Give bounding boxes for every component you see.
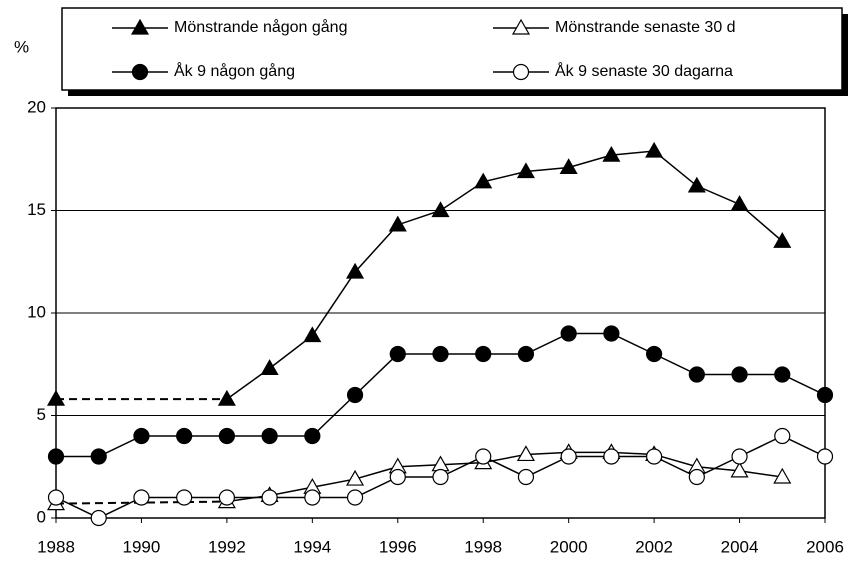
y-axis-label: % — [14, 37, 29, 56]
marker — [217, 389, 236, 406]
marker — [432, 468, 449, 486]
marker — [303, 326, 322, 343]
marker — [560, 325, 577, 342]
marker — [687, 176, 706, 193]
marker — [774, 366, 791, 383]
marker — [816, 386, 834, 404]
x-tick-label: 2002 — [635, 537, 673, 556]
legend-label: Mönstrande senaste 30 d — [555, 19, 736, 36]
marker — [260, 359, 279, 375]
series-line — [226, 150, 783, 400]
marker — [816, 448, 834, 465]
x-tick-label: 2000 — [550, 537, 588, 556]
x-tick-label: 2006 — [806, 537, 844, 556]
marker — [304, 489, 321, 506]
marker — [47, 489, 65, 506]
marker — [603, 448, 620, 465]
marker — [133, 489, 150, 506]
marker — [688, 468, 705, 486]
marker — [645, 141, 664, 158]
legend-marker — [512, 63, 530, 81]
marker — [304, 427, 321, 445]
marker — [389, 345, 406, 363]
marker — [773, 232, 792, 248]
marker — [475, 345, 492, 363]
marker — [730, 461, 749, 478]
x-tick-label: 2004 — [721, 537, 759, 556]
marker — [218, 427, 235, 445]
legend-box — [61, 7, 843, 91]
y-tick-label: 0 — [37, 507, 46, 526]
legend-label: Åk 9 senaste 30 dagarna — [555, 61, 733, 80]
marker — [46, 389, 66, 406]
marker — [688, 366, 705, 383]
marker — [731, 448, 748, 465]
x-tick-label: 1998 — [464, 537, 502, 556]
marker — [559, 158, 578, 175]
marker — [516, 445, 535, 462]
marker — [261, 489, 278, 506]
marker — [346, 262, 365, 279]
marker — [90, 509, 107, 527]
marker — [389, 468, 406, 486]
legend-label: Åk 9 någon gång — [174, 61, 295, 80]
marker — [176, 427, 193, 445]
marker — [731, 366, 748, 383]
marker — [346, 489, 364, 506]
marker — [388, 215, 407, 232]
y-tick-label: 15 — [27, 200, 46, 219]
marker — [261, 427, 278, 445]
marker — [516, 162, 535, 179]
x-tick-label: 1996 — [379, 537, 417, 556]
legend-label: Mönstrande någon gång — [174, 18, 347, 36]
marker — [773, 467, 792, 484]
x-tick-label: 1988 — [37, 537, 75, 556]
marker — [603, 325, 620, 342]
marker — [133, 427, 150, 445]
marker — [774, 427, 791, 445]
marker — [218, 489, 235, 506]
marker — [602, 145, 621, 162]
marker — [47, 448, 65, 465]
marker — [517, 345, 535, 363]
legend-marker — [130, 18, 150, 35]
marker — [646, 345, 663, 363]
marker — [730, 195, 749, 211]
marker — [646, 448, 663, 465]
marker — [560, 448, 577, 465]
y-tick-label: 5 — [37, 405, 46, 424]
marker — [517, 468, 535, 486]
marker — [474, 172, 493, 189]
legend-marker — [511, 18, 531, 35]
marker — [346, 469, 365, 486]
marker — [475, 448, 492, 465]
x-tick-label: 1994 — [293, 537, 331, 556]
legend-marker — [131, 63, 149, 81]
marker — [431, 201, 450, 218]
y-tick-label: 10 — [27, 302, 46, 321]
x-tick-label: 1990 — [123, 537, 161, 556]
series-line — [226, 451, 783, 503]
x-tick-label: 1992 — [208, 537, 246, 556]
marker — [90, 448, 107, 465]
marker — [432, 345, 449, 363]
marker — [346, 386, 364, 404]
plot-border — [55, 107, 826, 519]
y-tick-label: 20 — [27, 97, 46, 116]
marker — [176, 489, 193, 506]
